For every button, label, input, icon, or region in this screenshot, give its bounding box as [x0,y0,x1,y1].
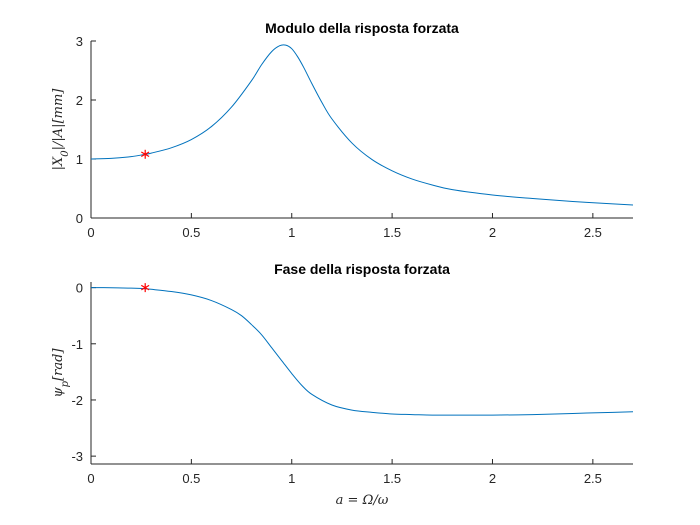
chart2-y-label: ψp[rad] [51,348,71,398]
chart1-y-label: |X0|/|A|[mm] [51,88,71,171]
chart1-marker-stroke [141,151,150,158]
chart1-x-tick-label: 2 [489,225,496,240]
chart2-x-tick-label: 1.5 [383,471,401,486]
chart1-title: Modulo della risposta forzata [265,20,459,36]
chart2-title: Fase della risposta forzata [274,261,450,277]
chart1-x-tick-label: 2.5 [584,225,602,240]
chart2-y-tick-label: -3 [71,449,83,464]
chart2-x-tick-label: 1 [288,471,295,486]
chart2-series-line [90,287,634,416]
chart2-x-tick-label: 0.5 [182,471,200,486]
chart1-series-line [90,44,634,206]
chart1-y-tick-label: 1 [76,152,83,167]
chart2-y-tick-label: -1 [71,337,83,352]
chart2-x-tick-label: 2.5 [584,471,602,486]
chart2-y-tick-label: -2 [71,393,83,408]
chart1-x-tick-label: 0 [87,225,94,240]
chart1-y-tick-label: 0 [76,211,83,226]
chart1-marker-asterisk [141,149,150,159]
chart1-y-tick-label: 2 [76,93,83,108]
chart2-x-tick-label: 0 [87,471,94,486]
chart1-x-tick-label: 0.5 [182,225,200,240]
chart1-y-tick-label: 3 [76,34,83,49]
chart2-marker-stroke [141,284,150,291]
chart2-y-tick-label: 0 [76,281,83,296]
chart2-marker-asterisk [141,283,150,293]
chart1-x-tick-label: 1 [288,225,295,240]
chart2-x-tick-label: 2 [489,471,496,486]
chart1-x-tick-label: 1.5 [383,225,401,240]
chart2-x-label: a = Ω/ω [336,493,389,508]
